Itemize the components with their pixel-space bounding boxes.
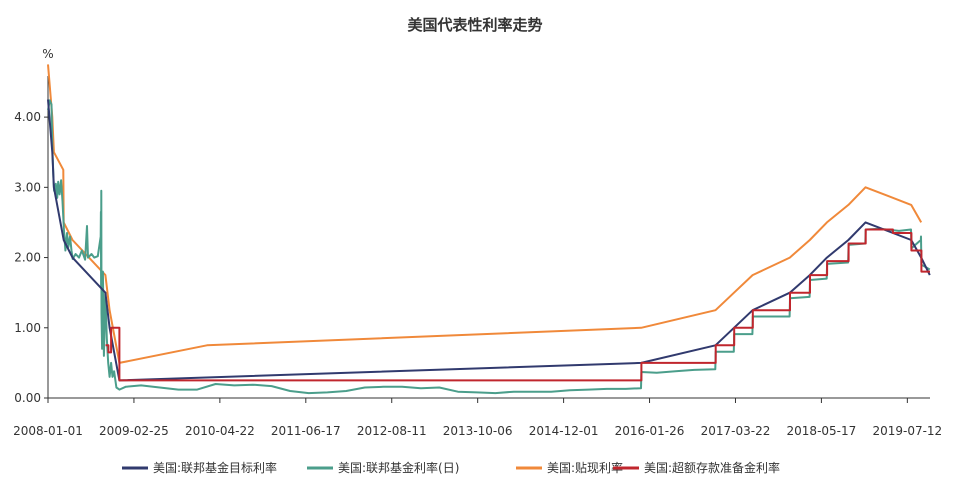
x-tick-label: 2008-01-01 [13, 424, 83, 438]
x-tick-label: 2010-04-22 [185, 424, 255, 438]
series-line-3 [47, 64, 923, 364]
x-tick-label: 2018-05-17 [787, 424, 857, 438]
y-tick-label: 1.00 [14, 321, 41, 335]
y-axis-unit: % [42, 47, 53, 61]
y-tick-label: 0.00 [14, 391, 41, 405]
legend: 美国:联邦基金目标利率 美国:联邦基金利率(日) 美国:贴现利率 美国:超额存款准备金… [122, 460, 780, 475]
chart-title: 美国代表性利率走势 [407, 16, 542, 34]
y-tick-label: 4.00 [14, 110, 41, 124]
series-line-2 [47, 99, 931, 395]
x-tick-label: 2012-08-11 [357, 424, 427, 438]
legend-label: 美国:贴现利率 [547, 460, 623, 475]
x-tick-label: 2013-10-06 [443, 424, 513, 438]
series-line-1 [47, 99, 931, 382]
y-tick-label: 3.00 [14, 180, 41, 194]
plot-area: 0.00 1.00 2.00 3.00 4.00 2008-01-01 2009-02-25… [13, 64, 942, 438]
series-line-4 [105, 228, 930, 382]
x-tick-label: 2014-12-01 [529, 424, 599, 438]
legend-label: 美国:联邦基金目标利率 [153, 460, 277, 475]
x-tick-label: 2016-01-26 [615, 424, 685, 438]
legend-label: 美国:联邦基金利率(日) [338, 460, 459, 475]
x-tick-label: 2009-02-25 [99, 424, 169, 438]
x-tick-label: 2019-07-12 [872, 424, 942, 438]
y-tick-label: 2.00 [14, 251, 41, 265]
x-tick-label: 2011-06-17 [271, 424, 341, 438]
x-tick-label: 2017-03-22 [701, 424, 771, 438]
legend-label: 美国:超额存款准备金利率 [644, 460, 780, 475]
